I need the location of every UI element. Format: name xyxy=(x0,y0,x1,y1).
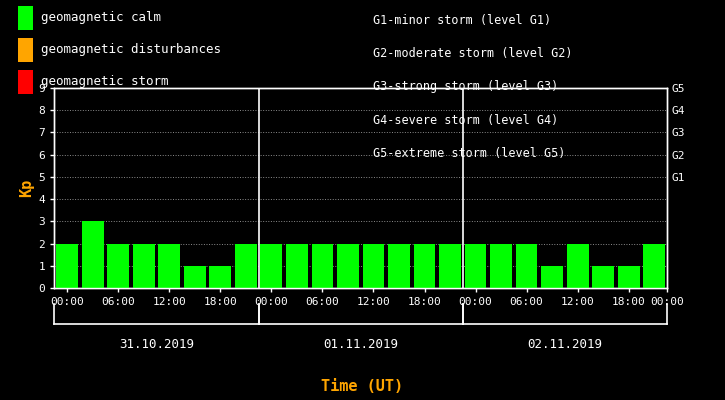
Bar xyxy=(158,244,180,288)
Text: geomagnetic calm: geomagnetic calm xyxy=(41,12,162,24)
Bar xyxy=(337,244,359,288)
Text: geomagnetic storm: geomagnetic storm xyxy=(41,76,169,88)
Bar xyxy=(312,244,334,288)
Text: 31.10.2019: 31.10.2019 xyxy=(119,338,194,350)
Text: G2-moderate storm (level G2): G2-moderate storm (level G2) xyxy=(373,47,573,60)
Text: G4-severe storm (level G4): G4-severe storm (level G4) xyxy=(373,114,559,126)
Bar xyxy=(362,244,384,288)
Y-axis label: Kp: Kp xyxy=(20,179,34,197)
Bar xyxy=(414,244,435,288)
Bar xyxy=(133,244,154,288)
Bar xyxy=(490,244,512,288)
Bar xyxy=(210,266,231,288)
Bar xyxy=(439,244,461,288)
Bar xyxy=(643,244,665,288)
Text: G3-strong storm (level G3): G3-strong storm (level G3) xyxy=(373,80,559,94)
Text: 02.11.2019: 02.11.2019 xyxy=(527,338,602,350)
Bar xyxy=(235,244,257,288)
Bar xyxy=(57,244,78,288)
Text: geomagnetic disturbances: geomagnetic disturbances xyxy=(41,44,221,56)
Bar xyxy=(465,244,486,288)
Text: 01.11.2019: 01.11.2019 xyxy=(323,338,398,350)
Text: G1-minor storm (level G1): G1-minor storm (level G1) xyxy=(373,14,552,27)
Bar xyxy=(184,266,206,288)
Bar xyxy=(260,244,282,288)
Bar xyxy=(286,244,307,288)
Bar xyxy=(388,244,410,288)
Bar xyxy=(592,266,614,288)
Bar xyxy=(515,244,537,288)
Bar xyxy=(82,221,104,288)
Text: Time (UT): Time (UT) xyxy=(321,379,404,394)
Bar xyxy=(567,244,589,288)
Bar xyxy=(542,266,563,288)
Bar xyxy=(107,244,129,288)
Text: G5-extreme storm (level G5): G5-extreme storm (level G5) xyxy=(373,147,566,160)
Bar xyxy=(618,266,639,288)
